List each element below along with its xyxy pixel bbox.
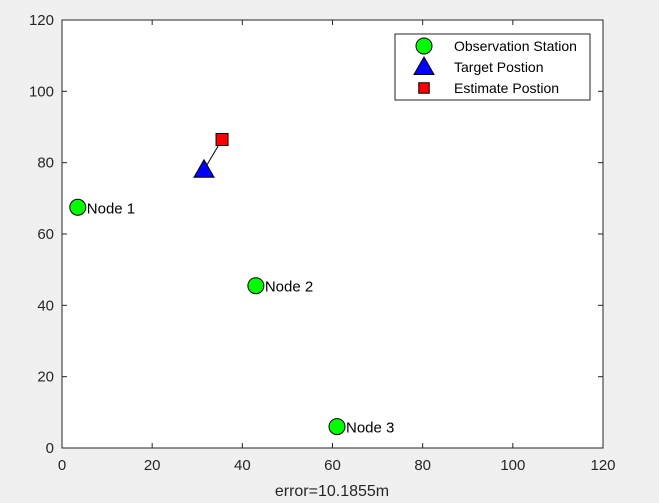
observation-station-marker (69, 198, 87, 216)
y-tick-label: 20 (37, 369, 54, 386)
y-tick-label: 100 (29, 83, 54, 100)
observation-station-marker (247, 277, 265, 295)
axis-ticks (61, 19, 604, 449)
x-tick-label: 120 (590, 457, 615, 474)
node-label: Node 3 (346, 420, 394, 437)
x-tick-label: 60 (324, 457, 341, 474)
target-position-marker (193, 158, 215, 178)
x-tick-label: 100 (500, 457, 525, 474)
estimate-position-marker (215, 132, 229, 146)
data-markers (69, 132, 346, 436)
y-tick-label: 80 (37, 155, 54, 172)
legend-entry-label: Estimate Postion (454, 80, 559, 96)
node-label: Node 1 (87, 200, 135, 217)
legend-square-marker (418, 82, 430, 94)
observation-station-marker (328, 418, 346, 436)
node-label: Node 2 (265, 279, 313, 296)
y-tick-label: 40 (37, 297, 54, 314)
legend-entry-label: Target Postion (454, 59, 544, 75)
x-tick-label: 80 (414, 457, 431, 474)
legend-entry-label: Observation Station (454, 38, 577, 54)
x-tick-label: 40 (234, 457, 251, 474)
legend-triangle-marker (413, 55, 435, 75)
axis-tick-labels: 0 20 40 60 80 100 120 0 20 40 60 80 100 120 (29, 12, 616, 474)
legend-circle-marker (415, 37, 433, 55)
y-tick-label: 60 (37, 226, 54, 243)
y-tick-label: 120 (29, 12, 54, 29)
y-tick-label: 0 (46, 440, 54, 457)
x-tick-label: 0 (58, 457, 66, 474)
legend: Observation Station Target Postion Estimat… (394, 33, 591, 101)
node-labels: Node 1 Node 2 Node 3 (87, 200, 395, 436)
x-tick-label: 20 (144, 457, 161, 474)
x-axis-label: error=10.1855m (275, 483, 389, 500)
